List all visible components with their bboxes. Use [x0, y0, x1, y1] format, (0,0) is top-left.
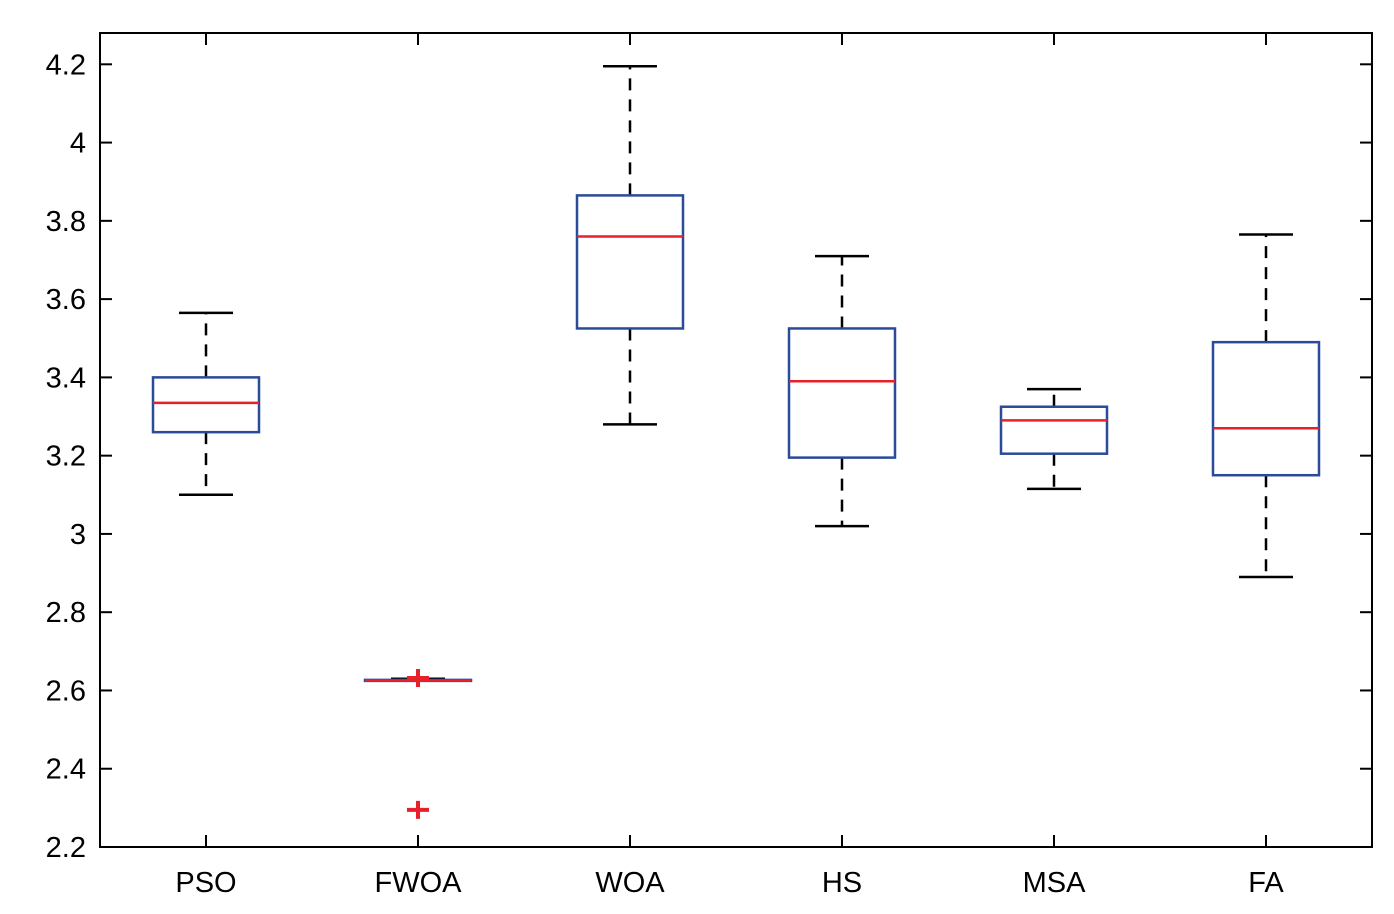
y-tick-label: 2.6: [46, 675, 86, 707]
box-iqr: [999, 405, 1109, 455]
box-iqr: [1211, 340, 1321, 477]
y-axis: 2.2 2.4 2.6 2.8 3 3.2 3.4 3.6 3.8 4 4.2: [46, 49, 1372, 864]
x-tick-label: FWOA: [375, 867, 463, 899]
outlier-marker: [407, 668, 429, 687]
y-tick-label: 3.4: [46, 362, 86, 394]
x-tick-label: WOA: [595, 867, 665, 899]
x-tick-label: PSO: [175, 867, 236, 899]
y-tick-label: 3.8: [46, 206, 86, 238]
y-tick-label: 3: [70, 519, 86, 551]
box-pso: [151, 311, 261, 497]
y-tick-label: 2.2: [46, 832, 86, 864]
y-tick-label: 4: [70, 128, 86, 160]
y-tick-label: 3.6: [46, 284, 86, 316]
box-iqr: [575, 194, 685, 330]
box-iqr: [151, 376, 261, 434]
box-woa: [575, 65, 685, 426]
x-tick-label: HS: [822, 867, 862, 899]
y-tick-label: 2.8: [46, 597, 86, 629]
box-fa: [1211, 233, 1321, 579]
plot-area-frame: [99, 32, 1373, 848]
y-tick-label: 2.4: [46, 754, 86, 786]
box-fwoa: [363, 668, 473, 819]
outlier-marker: [407, 800, 429, 819]
box-hs: [787, 254, 897, 528]
box-msa: [999, 387, 1109, 491]
x-tick-label: FA: [1248, 867, 1284, 899]
x-axis: PSO FWOA WOA HS MSA FA: [175, 33, 1284, 899]
box-series: [151, 65, 1321, 819]
box-iqr: [787, 327, 897, 459]
x-tick-label: MSA: [1023, 867, 1087, 899]
y-tick-label: 4.2: [46, 49, 86, 81]
y-tick-label: 3.2: [46, 441, 86, 473]
